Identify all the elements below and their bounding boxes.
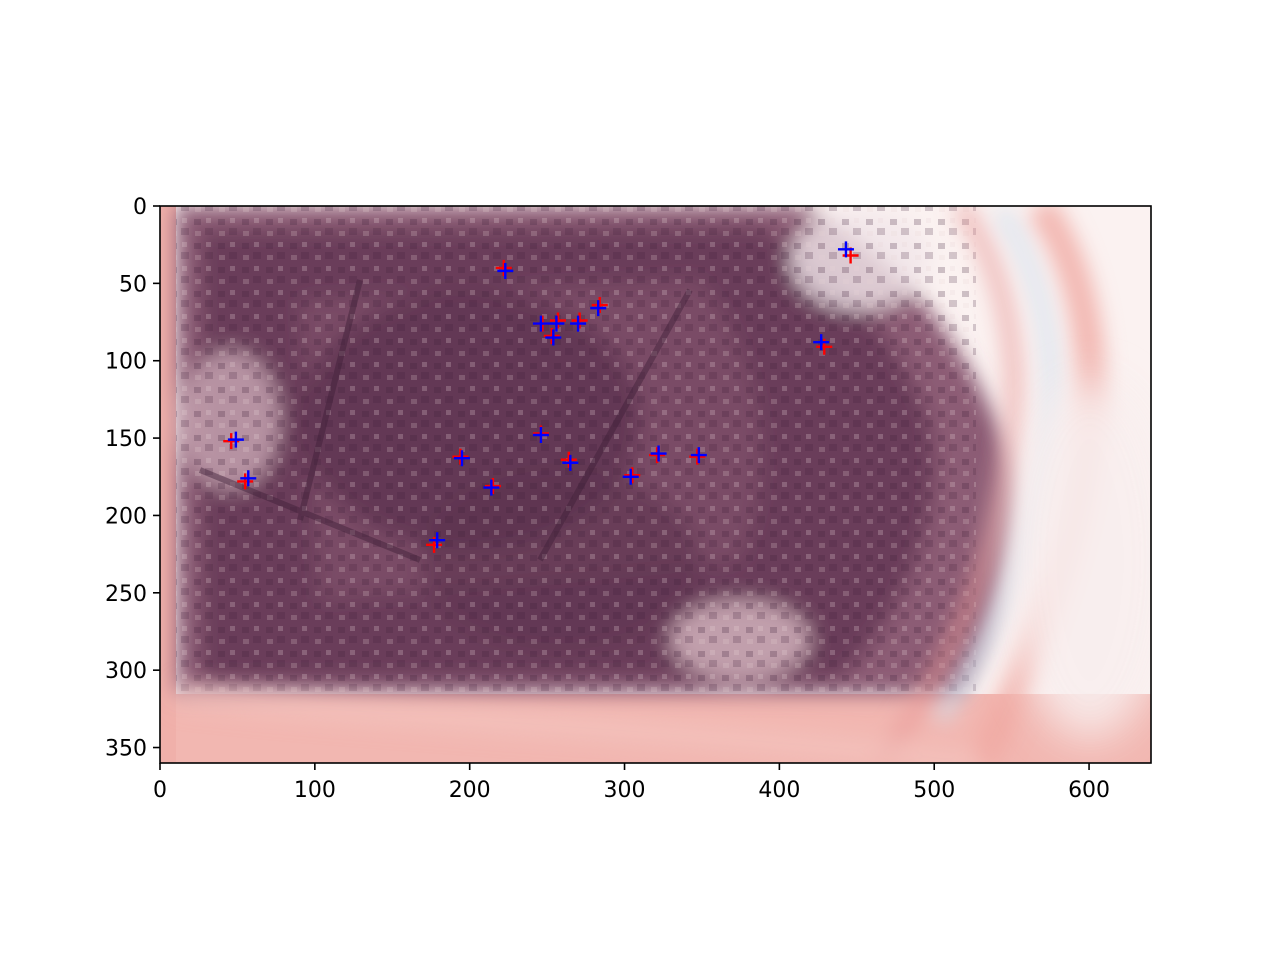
x-tick-label: 300: [604, 778, 646, 803]
x-tick-label: 0: [153, 778, 167, 803]
y-tick-label: 100: [105, 350, 147, 375]
blue-plus-marker: [545, 329, 562, 346]
y-axis-ticks: 0 50 100 150 200 250 300 350: [105, 195, 160, 762]
blue-plus-marker: [240, 470, 257, 487]
x-axis-ticks: 0 100 200 300 400 500 600: [153, 763, 1110, 803]
blue-plus-marker: [453, 450, 470, 467]
marker-layer: [223, 241, 859, 553]
blue-plus-marker: [622, 468, 639, 485]
plot-frame: [159, 205, 1152, 764]
blue-plus-marker: [590, 300, 607, 317]
red-plus-marker: [495, 259, 512, 276]
blue-plus-marker: [837, 241, 854, 258]
blue-plus-marker: [813, 334, 830, 351]
red-plus-marker: [543, 327, 560, 344]
y-tick-label: 350: [105, 737, 147, 762]
y-tick-label: 250: [105, 582, 147, 607]
aerial-image-overlay: [160, 206, 1151, 763]
blue-plus-marker: [429, 532, 446, 549]
red-plus-marker: [452, 448, 469, 465]
blue-plus-marker: [532, 315, 549, 332]
blue-plus-marker: [483, 479, 500, 496]
red-plus-marker: [484, 478, 501, 495]
red-plus-marker: [591, 297, 608, 314]
x-tick-label: 400: [758, 778, 800, 803]
red-plus-marker: [571, 312, 588, 329]
x-tick-label: 500: [913, 778, 955, 803]
red-plus-marker: [237, 473, 254, 490]
x-tick-label: 600: [1068, 778, 1110, 803]
blue-plus-marker: [650, 445, 667, 462]
x-tick-label: 200: [449, 778, 491, 803]
x-tick-label: 100: [294, 778, 336, 803]
blue-plus-marker: [562, 454, 579, 471]
red-plus-marker: [689, 448, 706, 465]
blue-plus-marker: [570, 315, 587, 332]
y-tick-label: 50: [119, 272, 147, 297]
blue-plus-marker: [690, 447, 707, 464]
blue-plus-marker: [497, 262, 514, 279]
y-tick-label: 200: [105, 504, 147, 529]
red-plus-marker: [624, 467, 641, 484]
y-tick-label: 300: [105, 659, 147, 684]
y-tick-label: 150: [105, 427, 147, 452]
y-tick-label: 0: [133, 195, 147, 220]
blue-plus-marker: [227, 431, 244, 448]
red-plus-marker: [560, 451, 577, 468]
red-plus-marker: [649, 447, 666, 464]
blue-plus-marker: [548, 315, 565, 332]
red-plus-marker: [549, 312, 566, 329]
blue-plus-marker: [532, 426, 549, 443]
